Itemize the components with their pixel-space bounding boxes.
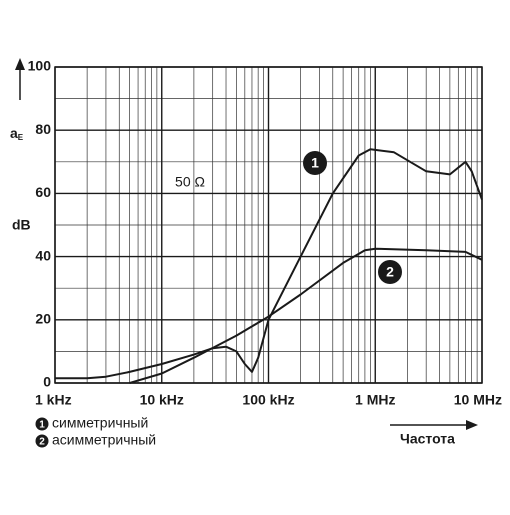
curve-marker-label: 1 bbox=[311, 155, 319, 171]
curve-marker-label: 2 bbox=[386, 264, 394, 280]
y-tick-label: 20 bbox=[35, 311, 51, 327]
y-unit: dB bbox=[12, 217, 31, 233]
x-axis-label: Частота bbox=[400, 431, 455, 447]
x-arrow-head bbox=[466, 420, 478, 430]
x-tick-label: 100 kHz bbox=[242, 392, 294, 408]
curve-marker bbox=[378, 260, 402, 284]
legend-label: симметричный bbox=[52, 415, 148, 431]
y-arrow-head bbox=[15, 58, 25, 70]
y-axis-label: aE bbox=[10, 125, 24, 142]
y-tick-label: 40 bbox=[35, 247, 51, 263]
y-tick-label: 0 bbox=[43, 374, 51, 390]
x-tick-label: 1 MHz bbox=[355, 392, 395, 408]
x-tick-label: 1 kHz bbox=[35, 392, 72, 408]
y-axis-label-main: a bbox=[10, 125, 18, 141]
legend-marker-label: 2 bbox=[39, 437, 45, 448]
x-tick-label: 10 kHz bbox=[140, 392, 184, 408]
legend-marker-label: 1 bbox=[39, 420, 45, 431]
legend-marker bbox=[35, 417, 49, 431]
legend-marker bbox=[35, 434, 49, 448]
y-tick-label: 100 bbox=[28, 58, 52, 74]
series-line bbox=[55, 148, 483, 380]
curve-marker bbox=[303, 151, 327, 175]
plot-frame bbox=[54, 66, 483, 384]
legend-label: асимметричный bbox=[52, 432, 156, 448]
y-axis-label-sub: E bbox=[18, 133, 24, 142]
x-tick-label: 10 MHz bbox=[454, 392, 502, 408]
y-tick-label: 80 bbox=[35, 121, 51, 137]
series-line bbox=[129, 247, 483, 384]
annotation: 50 Ω bbox=[175, 174, 205, 190]
y-tick-label: 60 bbox=[35, 184, 51, 200]
